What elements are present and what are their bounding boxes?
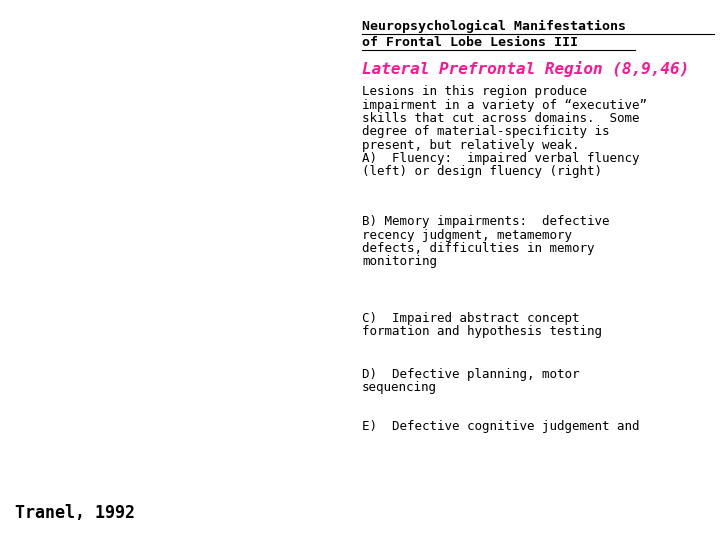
- Text: B) Memory impairments:  defective: B) Memory impairments: defective: [362, 215, 610, 228]
- Text: A)  Fluency:  impaired verbal fluency: A) Fluency: impaired verbal fluency: [362, 152, 639, 165]
- Text: defects, difficulties in memory: defects, difficulties in memory: [362, 242, 595, 255]
- Text: Tranel, 1992: Tranel, 1992: [15, 504, 135, 522]
- Text: recency judgment, metamemory: recency judgment, metamemory: [362, 228, 572, 241]
- Text: (left) or design fluency (right): (left) or design fluency (right): [362, 165, 602, 179]
- Text: sequencing: sequencing: [362, 381, 437, 395]
- Text: formation and hypothesis testing: formation and hypothesis testing: [362, 326, 602, 339]
- Text: present, but relatively weak.: present, but relatively weak.: [362, 139, 580, 152]
- Text: impairment in a variety of “executive”: impairment in a variety of “executive”: [362, 98, 647, 111]
- Text: monitoring: monitoring: [362, 255, 437, 268]
- Text: skills that cut across domains.  Some: skills that cut across domains. Some: [362, 112, 639, 125]
- Text: E)  Defective cognitive judgement and: E) Defective cognitive judgement and: [362, 420, 639, 433]
- Text: Neuropsychological Manifestations: Neuropsychological Manifestations: [362, 20, 626, 33]
- Text: of Frontal Lobe Lesions III: of Frontal Lobe Lesions III: [362, 36, 578, 49]
- Text: Lesions in this region produce: Lesions in this region produce: [362, 85, 587, 98]
- Text: degree of material-specificity is: degree of material-specificity is: [362, 125, 610, 138]
- Text: D)  Defective planning, motor: D) Defective planning, motor: [362, 368, 580, 381]
- Text: Lateral Prefrontal Region (8,9,46): Lateral Prefrontal Region (8,9,46): [362, 61, 689, 77]
- Text: C)  Impaired abstract concept: C) Impaired abstract concept: [362, 312, 580, 325]
